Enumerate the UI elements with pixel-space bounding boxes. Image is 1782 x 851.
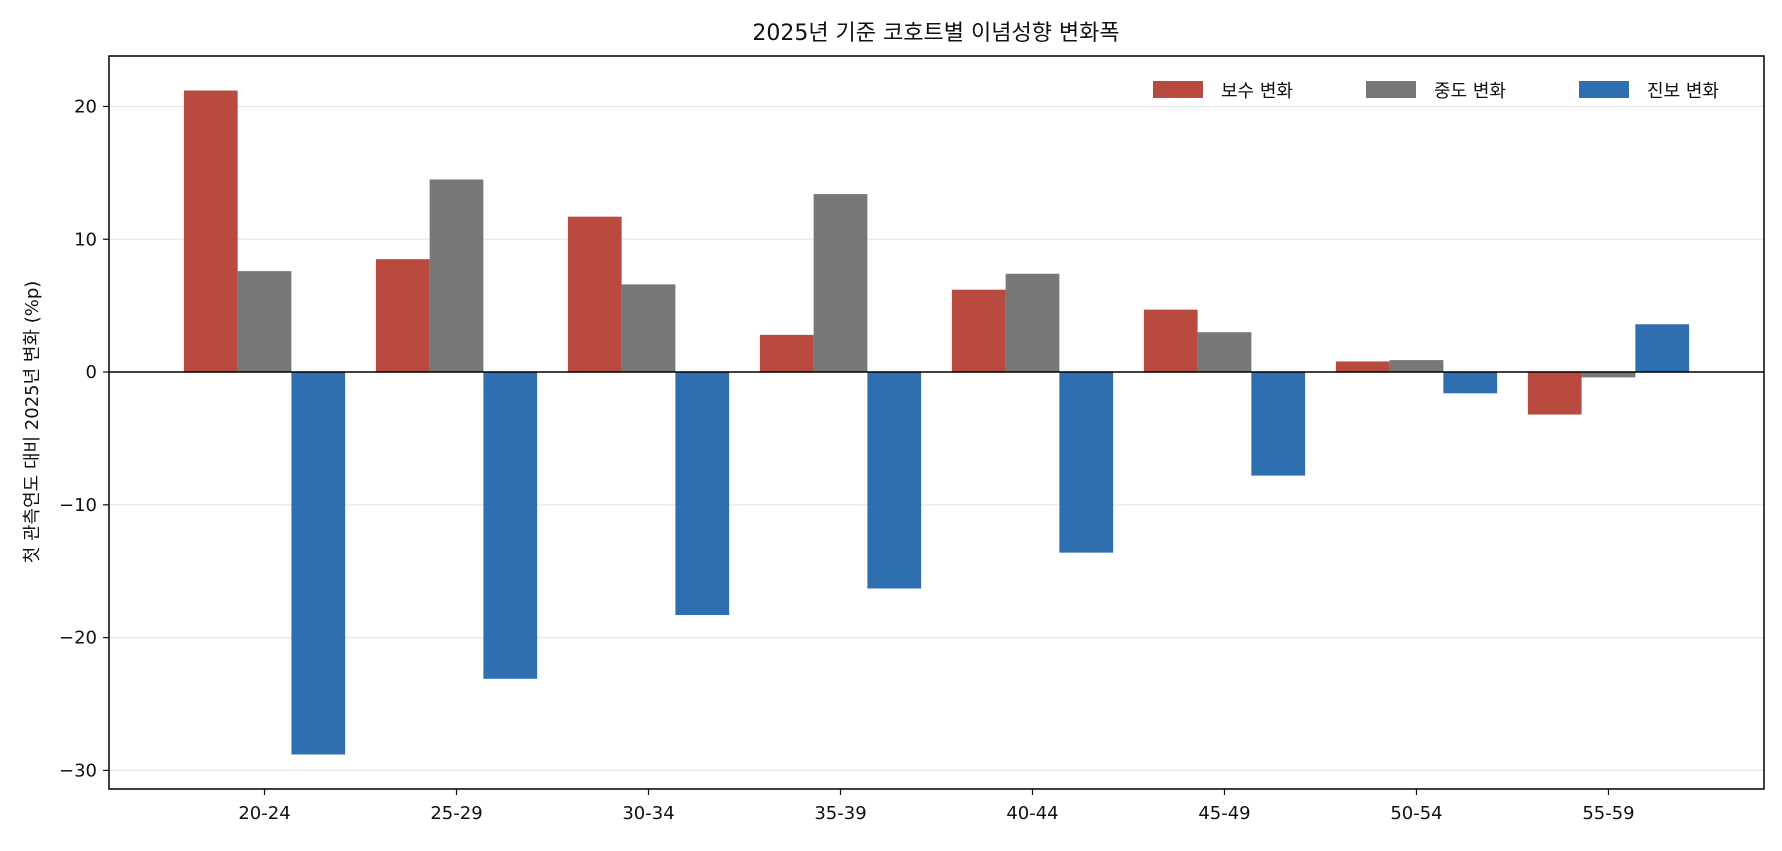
bar-55-59-2 — [1635, 324, 1690, 373]
bar-30-34-2 — [675, 372, 730, 616]
bar-55-59-0 — [1527, 372, 1582, 415]
x-tick-label: 20-24 — [238, 803, 290, 824]
legend-label: 보수 변화 — [1221, 81, 1293, 102]
x-tick-label: 25-29 — [430, 803, 482, 824]
x-tick-label: 55-59 — [1582, 803, 1634, 824]
x-tick-label: 35-39 — [814, 803, 866, 824]
bar-40-44-2 — [1059, 372, 1114, 553]
bar-35-39-1 — [813, 194, 868, 373]
bar-20-24-1 — [237, 271, 292, 373]
bar-55-59-1 — [1581, 372, 1636, 378]
bar-50-54-2 — [1443, 372, 1498, 394]
bar-30-34-1 — [621, 284, 676, 373]
legend-label: 중도 변화 — [1434, 81, 1506, 102]
bar-40-44-0 — [951, 289, 1006, 373]
bar-45-49-0 — [1143, 309, 1198, 373]
bar-45-49-1 — [1197, 332, 1252, 373]
y-axis-label: 첫 관측연도 대비 2025년 변화 (%p) — [22, 281, 43, 564]
x-tick-label: 40-44 — [1006, 803, 1058, 824]
bar-25-29-1 — [429, 179, 484, 373]
bar-35-39-2 — [867, 372, 922, 589]
legend-swatch — [1579, 81, 1629, 98]
bar-30-34-0 — [567, 216, 622, 373]
legend-swatch — [1153, 81, 1203, 98]
bar-40-44-1 — [1005, 273, 1060, 373]
y-tick-label: 0 — [86, 362, 97, 383]
bar-25-29-2 — [483, 372, 538, 679]
bar-45-49-2 — [1251, 372, 1306, 476]
plot-frame — [108, 55, 1765, 790]
bar-25-29-0 — [375, 259, 430, 373]
chart-title: 2025년 기준 코호트별 이념성향 변화폭 — [752, 21, 1119, 46]
y-tick-label: 20 — [74, 96, 97, 117]
x-tick-label: 45-49 — [1198, 803, 1250, 824]
bar-20-24-0 — [183, 90, 238, 373]
y-tick-label: −10 — [59, 495, 97, 516]
y-tick-label: 10 — [74, 229, 97, 250]
bar-50-54-1 — [1389, 360, 1444, 373]
bar-20-24-2 — [291, 372, 346, 755]
bar-50-54-0 — [1335, 361, 1390, 373]
bar-35-39-0 — [759, 334, 814, 373]
x-tick-label: 50-54 — [1390, 803, 1442, 824]
legend-swatch — [1366, 81, 1416, 98]
x-tick-label: 30-34 — [622, 803, 674, 824]
y-tick-label: −20 — [59, 628, 97, 649]
legend-label: 진보 변화 — [1647, 81, 1719, 102]
y-tick-label: −30 — [59, 760, 97, 781]
